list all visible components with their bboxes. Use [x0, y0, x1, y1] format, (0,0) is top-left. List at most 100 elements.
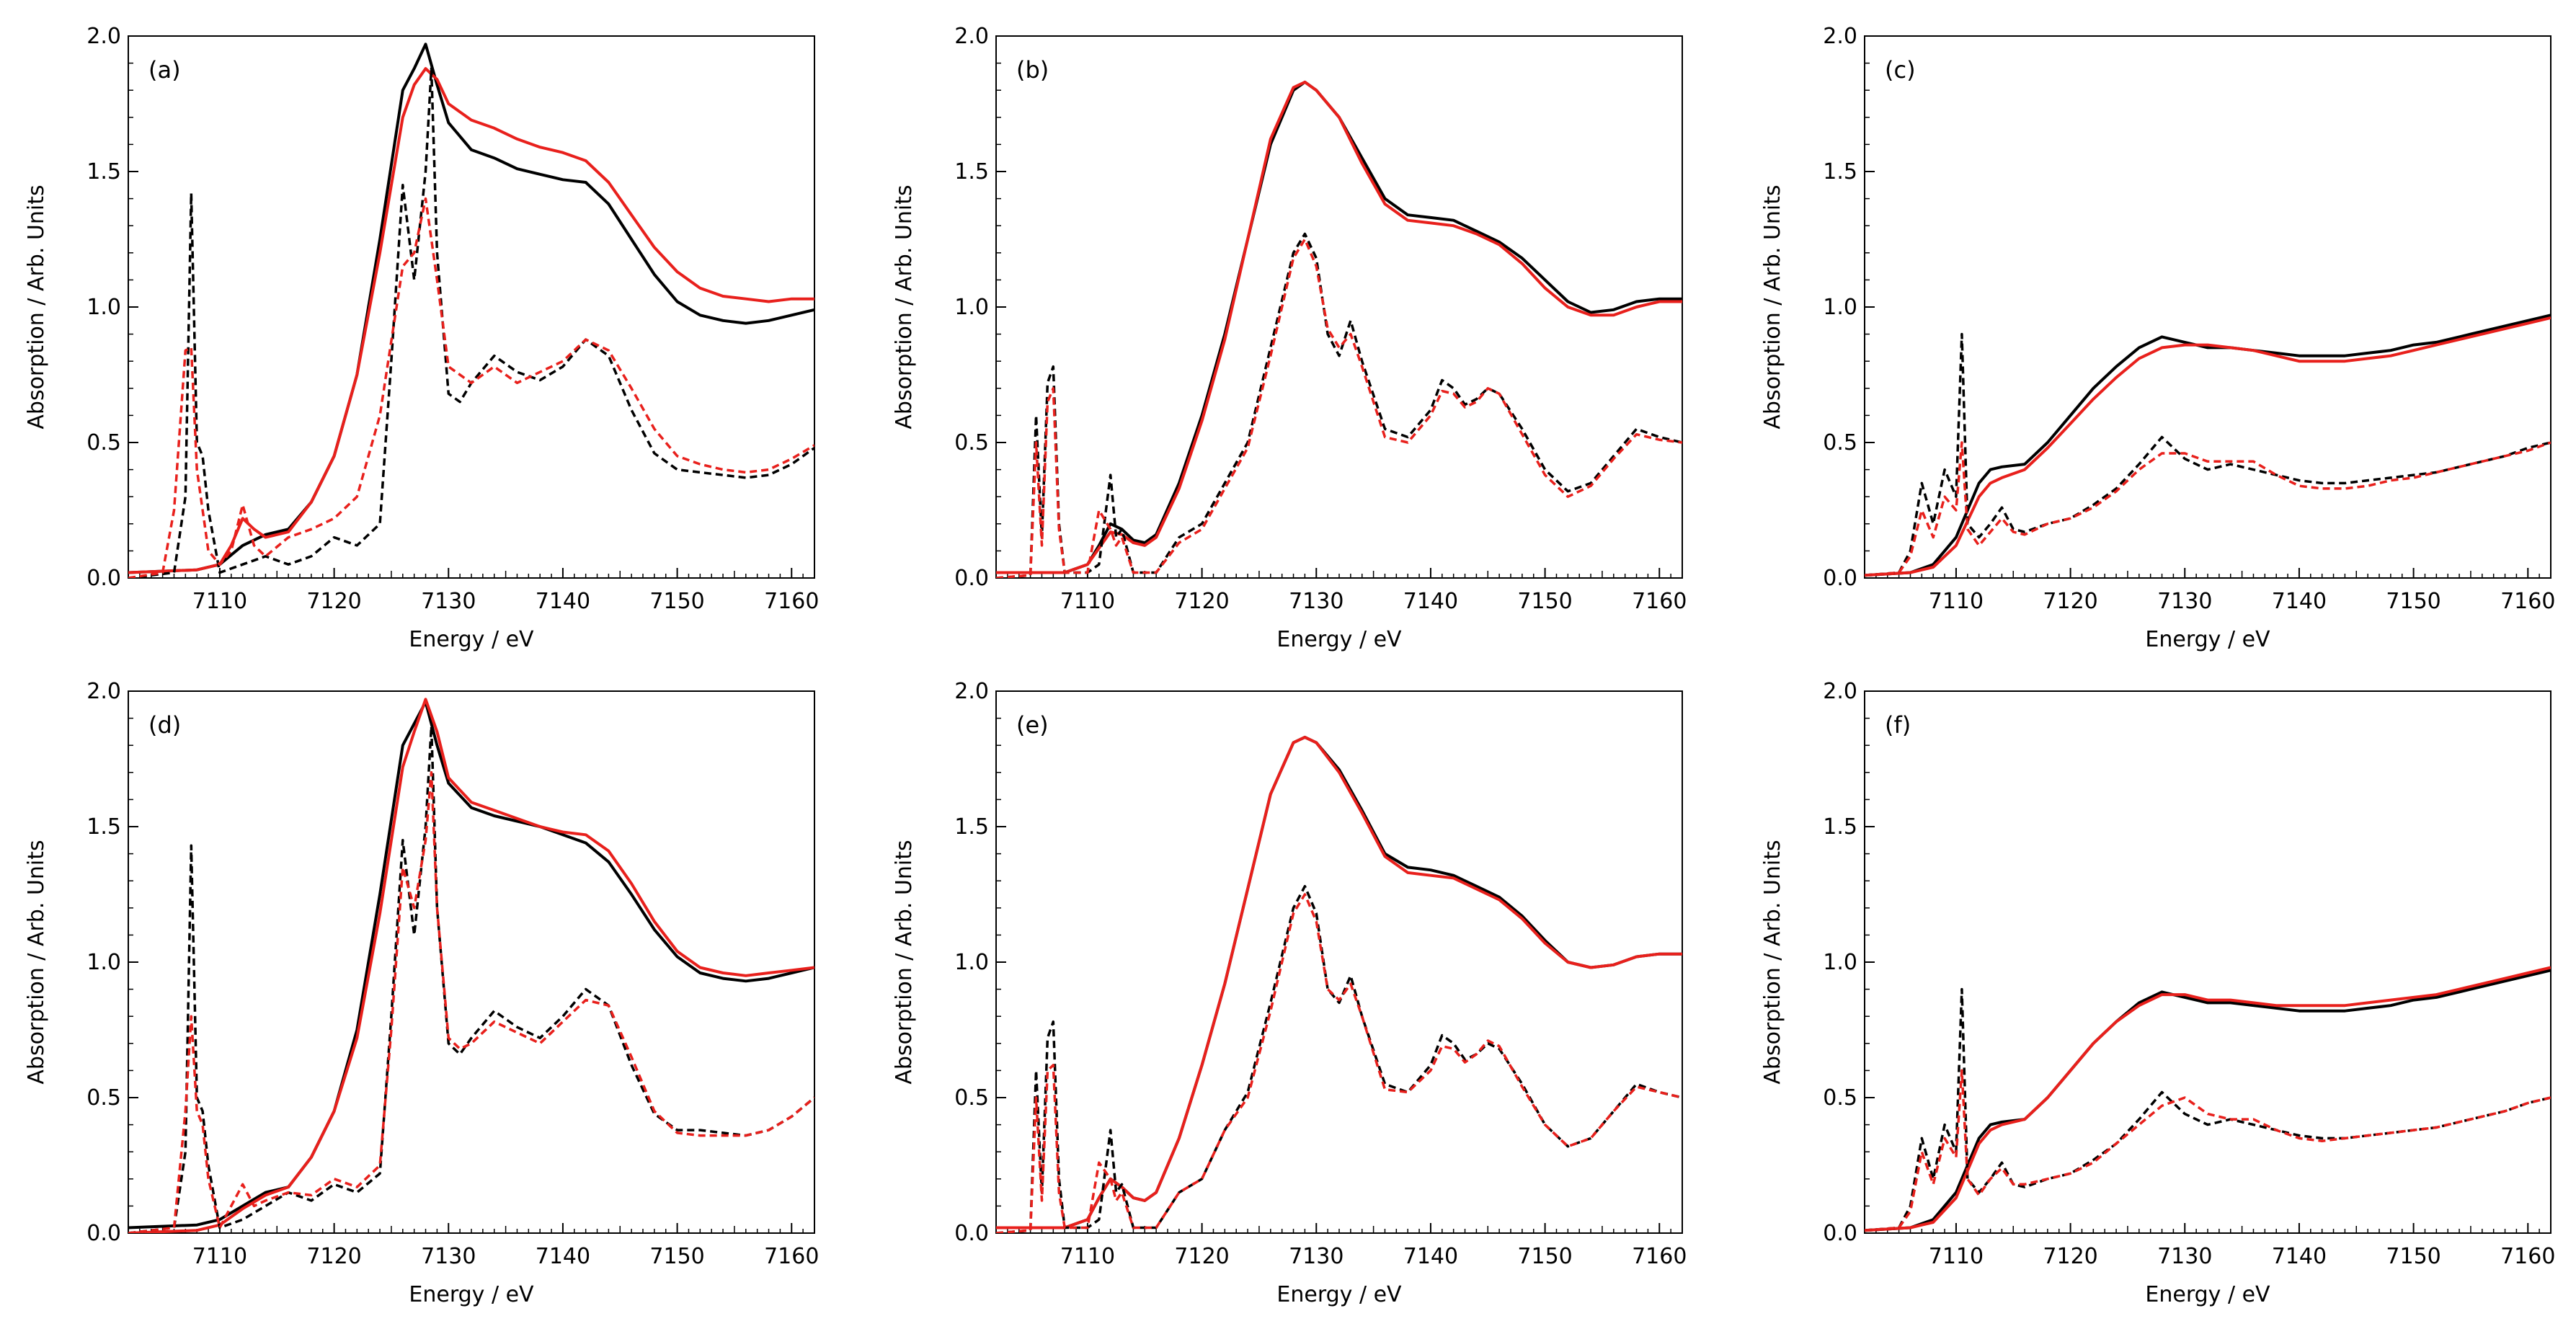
y-tick-label: 1.5 [86, 814, 121, 840]
series-line-red-solid [996, 80, 1682, 574]
x-tick-label: 7140 [536, 1244, 590, 1269]
x-tick-label: 7130 [2157, 1244, 2212, 1269]
y-tick-label: 0.0 [954, 1221, 989, 1246]
series-line-black-solid [128, 43, 814, 574]
y-axis-title: Absorption / Arb. Units [24, 184, 49, 429]
y-tick-label: 2.0 [1823, 24, 1857, 49]
y-tick-label: 1.5 [86, 159, 121, 184]
x-tick-label: 7130 [421, 1244, 476, 1269]
x-tick-label: 7110 [1929, 1244, 1984, 1269]
x-tick-label: 7140 [2272, 1244, 2327, 1269]
x-tick-label: 7150 [2386, 1244, 2440, 1269]
y-tick-label: 0.0 [954, 566, 989, 591]
series-line-red-dashed [128, 771, 814, 1233]
panel-label: (b) [1016, 56, 1049, 84]
y-tick-label: 1.0 [86, 295, 121, 320]
chart-panel-0: 0.0 0.5 1.0 1.5 2.0 7110 7120 7130 7140 7150 7160 E… [24, 24, 819, 652]
y-tick-label: 2.0 [1823, 679, 1857, 704]
x-tick-label: 7110 [1929, 589, 1984, 614]
x-tick-label: 7140 [536, 589, 590, 614]
series-line-black-solid [1865, 969, 2551, 1232]
x-tick-label: 7120 [306, 589, 361, 614]
chart-panel-5: 0.0 0.5 1.0 1.5 2.0 7110 7120 7130 7140 7150 7160 E… [1760, 679, 2555, 1307]
chart-panel-2: 0.0 0.5 1.0 1.5 2.0 7110 7120 7130 7140 7150 7160 E… [1760, 24, 2555, 652]
series-line-black-solid [128, 701, 814, 1229]
y-tick-label: 2.0 [954, 679, 989, 704]
series-line-black-dashed [128, 67, 814, 578]
chart-panel-3: 0.0 0.5 1.0 1.5 2.0 7110 7120 7130 7140 7150 7160 E… [24, 679, 819, 1307]
series-line-black-dashed [1865, 987, 2551, 1232]
panel-label: (d) [148, 711, 181, 739]
series-line-red-dashed [1865, 441, 2551, 577]
y-tick-label: 0.0 [86, 1221, 121, 1246]
series-line-red-solid [996, 735, 1682, 1229]
series-line-black-dashed [996, 884, 1682, 1233]
x-tick-label: 7110 [1060, 589, 1115, 614]
y-tick-label: 2.0 [86, 24, 121, 49]
series-line-black-solid [1865, 314, 2551, 577]
x-tick-label: 7160 [764, 589, 819, 614]
y-tick-label: 0.5 [954, 430, 989, 455]
series-line-red-dashed [996, 238, 1682, 578]
x-tick-label: 7110 [192, 1244, 247, 1269]
series-line-red-solid [128, 698, 814, 1233]
x-tick-label: 7160 [764, 1244, 819, 1269]
x-tick-label: 7140 [1403, 589, 1458, 614]
y-tick-label: 0.0 [1823, 1221, 1857, 1246]
x-axis-title: Energy / eV [409, 627, 534, 652]
x-tick-label: 7110 [1060, 1244, 1115, 1269]
panel-label: (a) [148, 56, 181, 84]
series-line-black-dashed [996, 232, 1682, 578]
y-tick-label: 1.5 [1823, 814, 1857, 840]
x-tick-label: 7120 [2043, 1244, 2097, 1269]
x-tick-label: 7130 [421, 589, 476, 614]
y-tick-label: 0.5 [86, 1085, 121, 1111]
x-tick-label: 7160 [2500, 589, 2555, 614]
y-tick-label: 1.0 [1823, 295, 1857, 320]
chart-panel-4: 0.0 0.5 1.0 1.5 2.0 7110 7120 7130 7140 7150 7160 E… [892, 679, 1687, 1307]
panel-label: (f) [1885, 711, 1911, 739]
y-axis-title: Absorption / Arb. Units [892, 184, 917, 429]
panel-label: (e) [1016, 711, 1049, 739]
x-tick-label: 7130 [1289, 589, 1343, 614]
y-axis-title: Absorption / Arb. Units [24, 840, 49, 1084]
y-axis-title: Absorption / Arb. Units [892, 840, 917, 1084]
y-tick-label: 1.0 [954, 295, 989, 320]
x-tick-label: 7120 [1174, 1244, 1229, 1269]
x-axis-title: Energy / eV [409, 1282, 534, 1307]
y-tick-label: 1.5 [954, 814, 989, 840]
x-axis-title: Energy / eV [1276, 627, 1402, 652]
series-line-red-dashed [996, 893, 1682, 1233]
x-tick-label: 7150 [1517, 1244, 1572, 1269]
panel-label: (c) [1885, 56, 1916, 84]
series-line-black-dashed [1865, 332, 2551, 577]
x-tick-label: 7160 [2500, 1244, 2555, 1269]
x-tick-label: 7150 [649, 1244, 704, 1269]
chart-panel-1: 0.0 0.5 1.0 1.5 2.0 7110 7120 7130 7140 7150 7160 E… [892, 24, 1687, 652]
x-axis-title: Energy / eV [2145, 627, 2270, 652]
x-tick-label: 7120 [306, 1244, 361, 1269]
series-line-red-dashed [128, 197, 814, 578]
y-tick-label: 2.0 [954, 24, 989, 49]
x-tick-label: 7130 [1289, 1244, 1343, 1269]
y-tick-label: 1.0 [1823, 950, 1857, 975]
series-line-black-solid [996, 80, 1682, 574]
y-tick-label: 1.5 [954, 159, 989, 184]
y-tick-label: 0.0 [1823, 566, 1857, 591]
x-tick-label: 7150 [1517, 589, 1572, 614]
x-axis-title: Energy / eV [1276, 1282, 1402, 1307]
x-tick-label: 7120 [1174, 589, 1229, 614]
x-tick-label: 7120 [2043, 589, 2097, 614]
x-tick-label: 7150 [649, 589, 704, 614]
y-tick-label: 0.0 [86, 566, 121, 591]
series-line-red-solid [128, 67, 814, 574]
series-line-red-dashed [1865, 1069, 2551, 1232]
plot-frame [128, 35, 815, 579]
x-tick-label: 7130 [2157, 589, 2212, 614]
x-tick-label: 7140 [1403, 1244, 1458, 1269]
y-tick-label: 1.5 [1823, 159, 1857, 184]
x-tick-label: 7160 [1632, 589, 1687, 614]
y-axis-title: Absorption / Arb. Units [1760, 184, 1785, 429]
plot-frame [128, 690, 815, 1234]
